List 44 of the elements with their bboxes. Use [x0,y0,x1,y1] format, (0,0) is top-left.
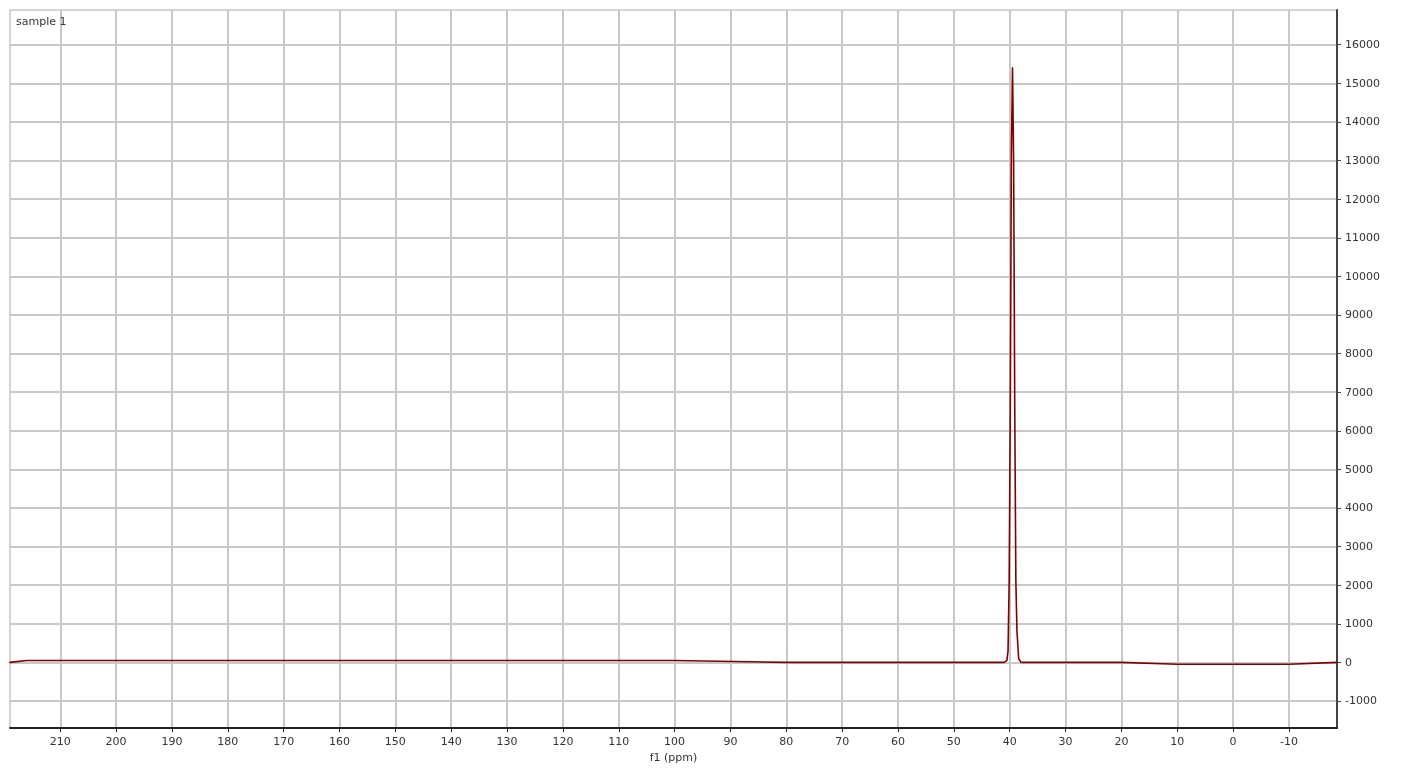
y-tick-label: 13000 [1345,154,1380,168]
x-tick-label: 130 [496,735,518,748]
y-tick-label: 16000 [1345,38,1380,52]
x-tick-label: 170 [273,735,295,748]
y-tick-label: 5000 [1345,462,1373,476]
y-tick-label: 7000 [1345,385,1373,399]
x-tick-label: 100 [664,735,686,748]
y-tick-label: -1000 [1345,694,1377,708]
y-tick-label: 9000 [1345,308,1373,322]
line-series [9,67,1338,666]
y-tick-label: 14000 [1345,115,1380,129]
x-tick-label: 140 [440,735,462,748]
x-tick-label: 60 [891,735,906,748]
x-tick-label: 0 [1229,735,1237,748]
x-tick-label: 160 [329,735,351,748]
y-tick-label: 4000 [1345,501,1373,515]
x-tick-label: 10 [1170,735,1185,748]
x-tick-label: 180 [217,735,239,748]
y-tick-label: 10000 [1345,269,1380,283]
y-tick-label: 1000 [1345,617,1373,631]
y-tick-label: 15000 [1345,76,1380,90]
x-tick-label: 30 [1058,735,1073,748]
text: sample 1 [16,15,67,28]
x-tick-label: 150 [384,735,406,748]
x-tick-label: 80 [779,735,794,748]
x-tick-label: 70 [835,735,850,748]
x-tick-label: 40 [1002,735,1017,748]
x-tick-label: 120 [552,735,574,748]
x-tick-label: 110 [608,735,630,748]
x-tick-label: 50 [946,735,961,748]
y-tick-label: 3000 [1345,540,1373,554]
y-tick-label: 2000 [1345,578,1373,592]
x-tick-label: 210 [49,735,71,748]
y-tick-label: 12000 [1345,192,1380,206]
y-tick-label: 8000 [1345,347,1373,361]
x-tick-label: 200 [105,735,127,748]
x-tick-label: -10 [1279,735,1298,748]
y-tick-label: 0 [1345,655,1352,669]
y-tick-label: 11000 [1345,231,1380,245]
x-axis-title: f1 (ppm) [649,750,698,764]
x-tick-label: 20 [1114,735,1129,748]
y-tick-label: 6000 [1345,424,1373,438]
x-tick-label: 190 [161,735,183,748]
x-tick-label: 90 [723,735,738,748]
